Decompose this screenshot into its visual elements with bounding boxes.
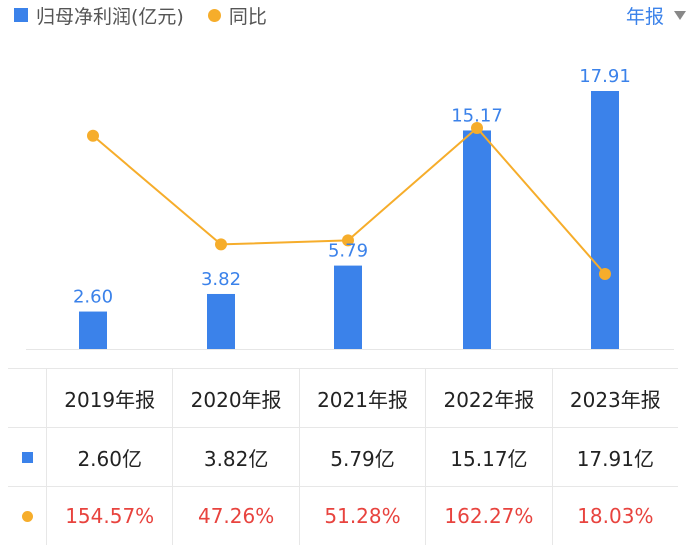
table-cell: 162.27%	[425, 487, 551, 545]
row-marker-cell	[8, 487, 46, 545]
table-cell: 154.57%	[46, 487, 172, 545]
legend-bar-label: 归母净利润(亿元)	[36, 5, 184, 28]
period-selector-label[interactable]: 年报	[625, 5, 664, 28]
chart-legend: 归母净利润(亿元) 同比	[14, 0, 267, 30]
table-row-yoy: 154.57% 47.26% 51.28% 162.27% 18.03%	[8, 487, 678, 545]
row-marker-cell	[8, 428, 46, 486]
bar-series-square-icon	[21, 451, 33, 463]
table-cell: 2.60亿	[46, 428, 172, 486]
bar-2022年报	[463, 130, 491, 349]
bar-value-label: 5.79	[328, 241, 368, 262]
legend-line-label: 同比	[228, 5, 267, 28]
table-cell: 47.26%	[172, 487, 298, 545]
table-header-row: 2019年报 2020年报 2021年报 2022年报 2023年报	[8, 369, 678, 428]
table-cell: 3.82亿	[172, 428, 298, 486]
period-selector[interactable]: 年报	[626, 0, 686, 30]
table-header-cell: 2019年报	[46, 369, 172, 427]
bar-2019年报	[79, 311, 107, 349]
bar-2023年报	[591, 91, 619, 349]
bar-value-label: 3.82	[201, 269, 241, 290]
table-header-cell: 2020年报	[172, 369, 298, 427]
yoy-point-2022年报	[471, 122, 483, 134]
yoy-point-2019年报	[87, 129, 99, 142]
profit-chart: 2.60 3.82 5.79 15.17 17.91	[26, 66, 674, 350]
table-cell: 15.17亿	[425, 428, 551, 486]
table-cell: 17.91亿	[551, 428, 678, 486]
legend-line-swatch-icon	[207, 8, 221, 22]
table-row-profit: 2.60亿 3.82亿 5.79亿 15.17亿 17.91亿	[8, 428, 678, 487]
bar-2020年报	[207, 293, 235, 349]
table-header-cell: 2021年报	[298, 369, 425, 427]
yoy-point-2021年报	[342, 234, 354, 247]
table-header-cell: 2023年报	[551, 369, 678, 427]
data-table: 2019年报 2020年报 2021年报 2022年报 2023年报 2.60亿…	[8, 368, 678, 545]
bar-2021年报	[334, 265, 362, 349]
table-corner-cell	[8, 369, 46, 427]
table-cell: 18.03%	[551, 487, 678, 545]
table-cell: 5.79亿	[298, 428, 425, 486]
yoy-point-2023年报	[599, 268, 611, 280]
bar-value-label: 15.17	[451, 105, 503, 126]
line-series-dot-icon	[21, 510, 33, 522]
legend-bar-swatch-icon	[14, 8, 28, 22]
table-cell: 51.28%	[298, 487, 425, 545]
table-header-cell: 2022年报	[425, 369, 551, 427]
bar-value-label: 17.91	[579, 66, 631, 87]
yoy-point-2020年报	[215, 238, 227, 251]
bar-value-label: 2.60	[73, 287, 113, 308]
caret-down-icon[interactable]	[674, 10, 686, 20]
